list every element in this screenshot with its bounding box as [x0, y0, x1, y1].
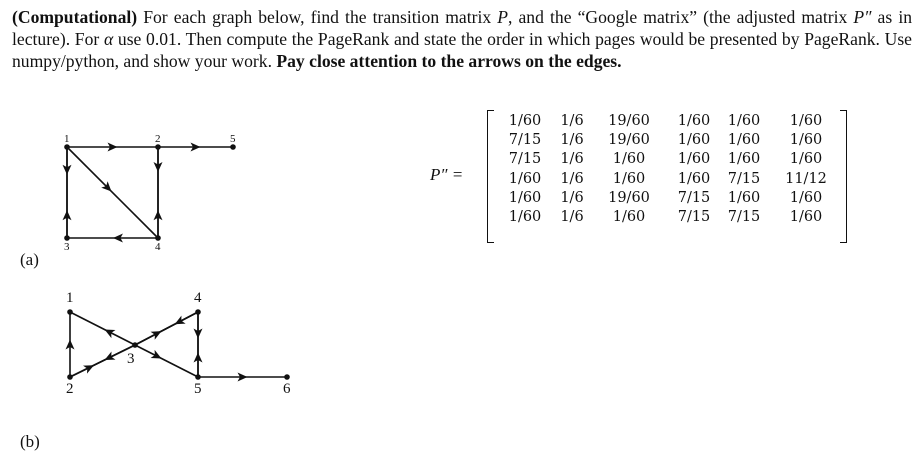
math-P: P — [497, 7, 508, 27]
text: as in lecture). For — [12, 7, 913, 49]
node-label: 4 — [155, 241, 161, 254]
arrow-head-icon — [153, 210, 163, 221]
node-5 — [230, 144, 236, 150]
matrix-cell: 1/60 — [727, 132, 761, 149]
node-1 — [67, 309, 73, 315]
node-3 — [64, 235, 70, 241]
arrow-head-icon — [104, 329, 116, 339]
matrix-cell: 1/60 — [727, 151, 761, 168]
node-label: 3 — [64, 241, 70, 254]
matrix-cell: 1/60 — [508, 170, 542, 187]
matrix-cell: 1/60 — [727, 113, 761, 129]
arrow-head-icon — [101, 181, 112, 192]
matrix-body: 1/60 1/6 19/60 1/60 1/60 1/60 7/15 1/6 19/60 1/60… — [487, 110, 847, 243]
node-label: 1 — [66, 290, 74, 306]
text: use 0.01. Then compute the PageRank and … — [12, 29, 912, 71]
matrix-cell: 1/60 — [789, 209, 823, 225]
math-P-double-prime: P″ — [853, 7, 872, 27]
node-4 — [195, 309, 201, 315]
node-label: 5 — [194, 381, 202, 397]
arrow-head-icon — [150, 349, 162, 359]
arrow-head-icon — [62, 210, 72, 221]
matrix-cell: 1/60 — [789, 151, 823, 168]
matrix-cell: 1/6 — [560, 132, 584, 149]
matrix-cell: 1/60 — [789, 113, 823, 129]
graph-b-label: (b) — [20, 432, 40, 451]
node-label: 2 — [66, 381, 74, 397]
node-3 — [132, 342, 138, 348]
matrix-cell: 1/60 — [612, 170, 646, 187]
emphasis-note: Pay close attention to the arrows on the… — [276, 51, 622, 71]
matrix-cell: 1/6 — [560, 151, 584, 168]
matrix-cell: 1/60 — [508, 113, 542, 129]
arrow-head-icon — [112, 233, 123, 243]
matrix-cell: 1/6 — [560, 170, 584, 187]
node-2 — [67, 374, 73, 380]
arrow-head-icon — [190, 142, 201, 152]
matrix-cell: 1/60 — [612, 209, 646, 225]
matrix-cell: 7/15 — [677, 189, 711, 206]
matrix-cell: 7/15 — [727, 209, 761, 225]
matrix-cell: 1/60 — [789, 132, 823, 149]
matrix-cell: 7/15 — [677, 209, 711, 225]
matrix-cell: 1/60 — [677, 113, 711, 129]
matrix-cell: 1/60 — [789, 189, 823, 206]
matrix-cell: 19/60 — [608, 189, 650, 206]
arrow-head-icon — [65, 339, 75, 350]
node-2 — [155, 144, 161, 150]
node-label: 6 — [283, 381, 291, 397]
node-1 — [64, 144, 70, 150]
node-5 — [195, 374, 201, 380]
edge-3-2 — [69, 344, 136, 378]
node-label: 2 — [155, 132, 161, 145]
matrix-cell: 1/60 — [677, 170, 711, 187]
arrow-head-icon — [107, 142, 118, 152]
graph-a-label: (a) — [20, 250, 39, 269]
matrix-cell: 11/12 — [785, 170, 827, 187]
arrow-head-icon — [104, 351, 116, 361]
matrix-cell: 1/60 — [677, 132, 711, 149]
node-label: 1 — [64, 132, 70, 145]
matrix-label: P″ = — [430, 165, 464, 184]
matrix-cell: 7/15 — [727, 170, 761, 187]
matrix-cell: 1/6 — [560, 189, 584, 206]
node-label: 5 — [230, 132, 236, 145]
matrix-cell: 1/60 — [612, 151, 646, 168]
arrow-head-icon — [237, 372, 248, 382]
matrix-cell: 19/60 — [608, 132, 650, 149]
matrix-cell: 1/6 — [560, 209, 584, 225]
arrow-head-icon — [193, 352, 203, 363]
matrix-cell: 1/60 — [508, 209, 542, 225]
matrix-cell: 7/15 — [508, 151, 542, 168]
matrix-cell: 1/6 — [560, 113, 584, 129]
matrix-cell: 1/60 — [677, 151, 711, 168]
problem-type: (Computational) — [12, 7, 138, 27]
node-4 — [155, 235, 161, 241]
matrix-cell: 1/60 — [727, 189, 761, 206]
matrix-cell: 7/15 — [508, 132, 542, 149]
matrix-cell: 1/60 — [508, 189, 542, 206]
matrix-cell: 19/60 — [608, 113, 650, 129]
problem-statement: (Computational) For each graph below, fi… — [12, 6, 912, 72]
text: For each graph below, find the transitio… — [137, 7, 498, 27]
text: , and the “Google matrix” (the adjusted … — [508, 7, 854, 27]
node-label: 4 — [194, 290, 202, 306]
edge-3-1 — [69, 311, 136, 346]
edge-4-3 — [134, 311, 199, 346]
node-label: 3 — [127, 351, 135, 367]
math-alpha: α — [103, 29, 114, 49]
edge-1-4 — [66, 146, 159, 239]
node-6 — [284, 374, 290, 380]
arrow-head-icon — [174, 315, 186, 325]
edge-3-5 — [134, 344, 199, 378]
